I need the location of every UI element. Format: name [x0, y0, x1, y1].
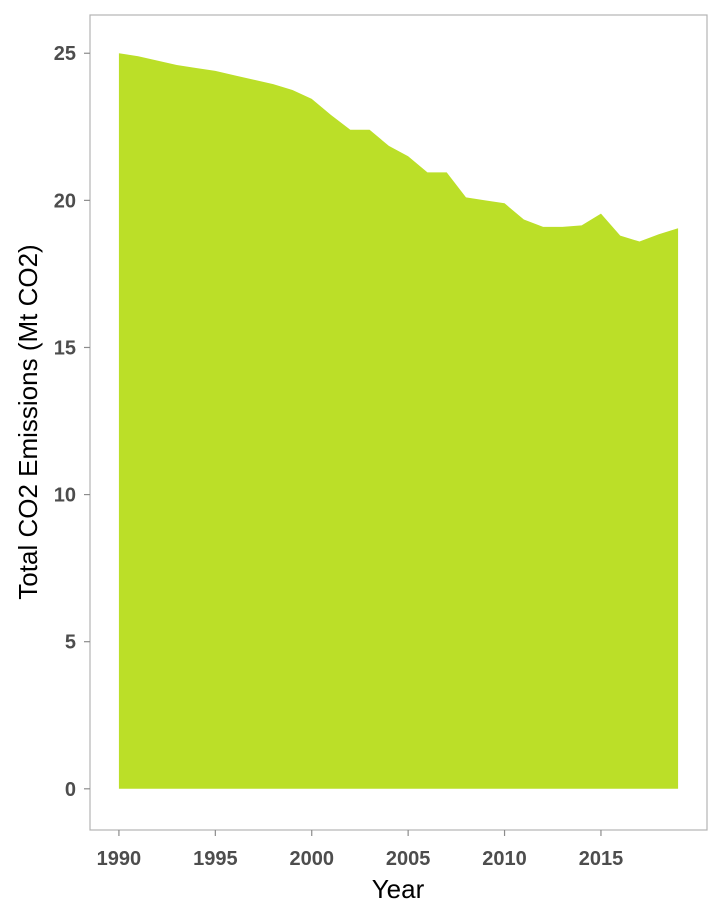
y-tick-label: 0 — [65, 779, 76, 801]
x-tick-label: 2010 — [482, 848, 527, 870]
emissions-area — [118, 53, 679, 789]
plot-frame — [89, 14, 708, 831]
y-tick-label: 5 — [65, 632, 76, 654]
x-axis-title: Year — [372, 874, 425, 904]
y-axis-title: Total CO2 Emissions (Mt CO2) — [13, 244, 43, 599]
x-tick-label: 1990 — [97, 848, 142, 870]
y-tick-label: 10 — [54, 485, 76, 507]
x-tick-label: 2015 — [579, 848, 624, 870]
x-tick-label: 1995 — [193, 848, 238, 870]
y-tick-label: 15 — [54, 337, 76, 359]
x-tick-label: 2005 — [386, 848, 431, 870]
y-tick-label: 20 — [54, 190, 76, 212]
x-tick-label: 2000 — [289, 848, 334, 870]
y-tick-label: 25 — [54, 43, 76, 65]
